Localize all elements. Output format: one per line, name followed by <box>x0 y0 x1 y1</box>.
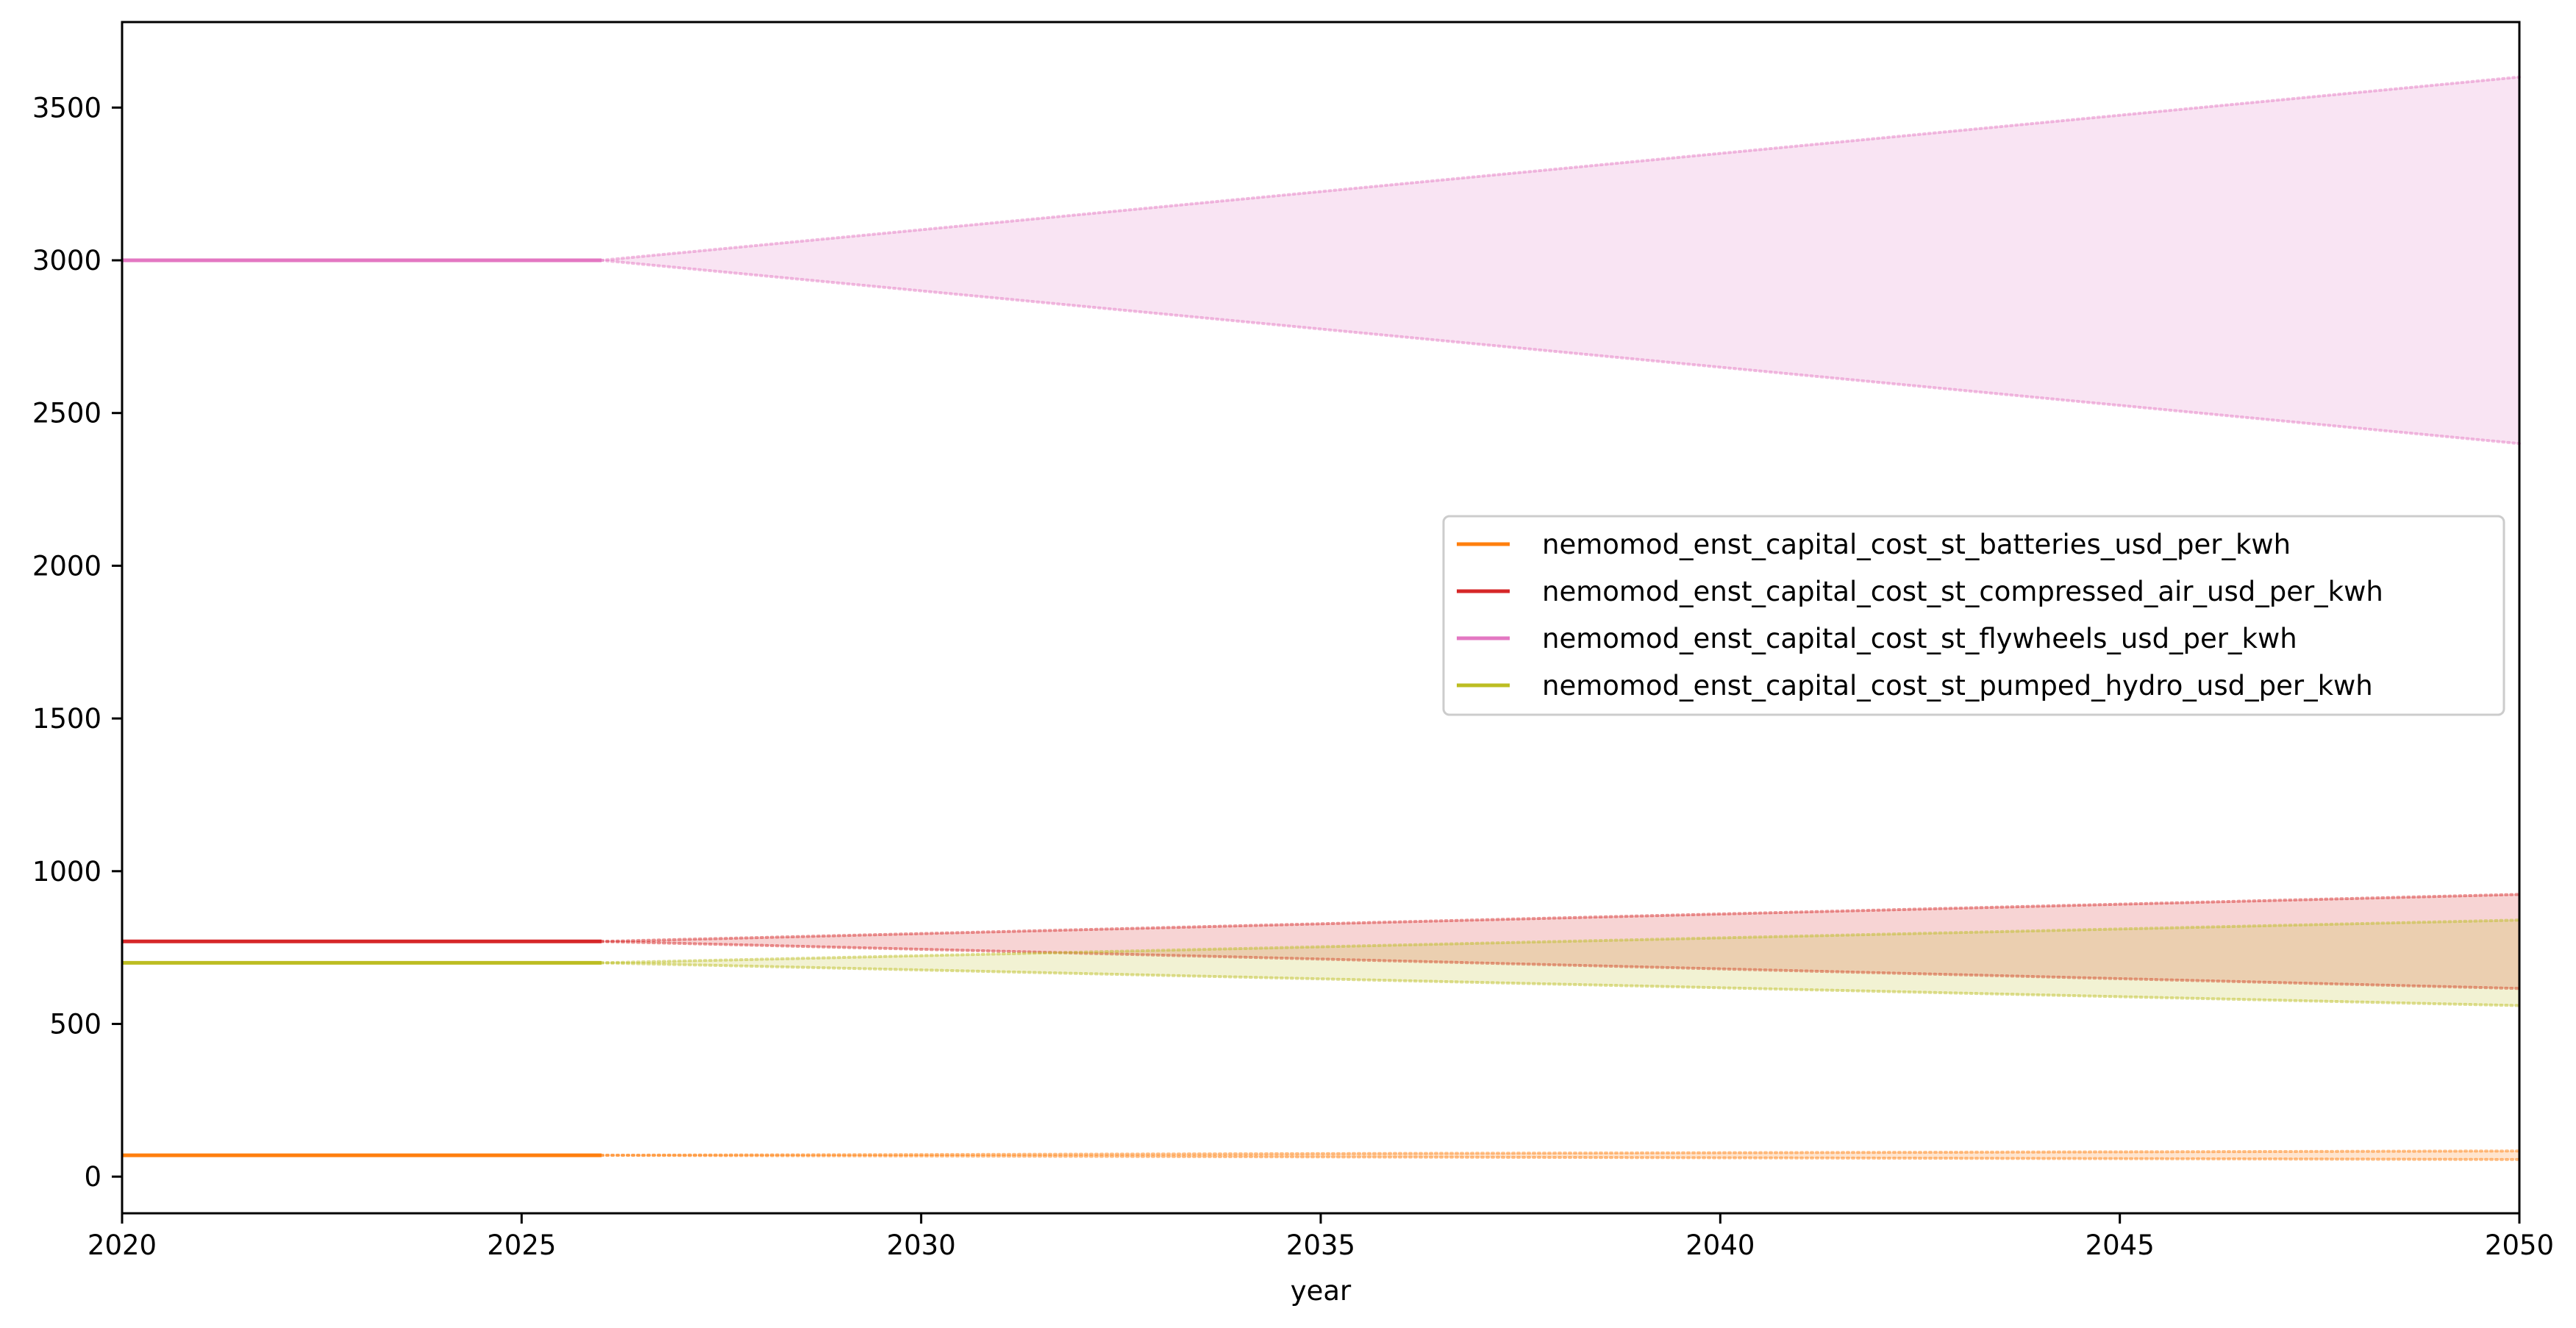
x-tick-label: 2040 <box>1685 1229 1755 1261</box>
x-tick-label: 2050 <box>2485 1229 2554 1261</box>
y-tick-label: 0 <box>84 1161 101 1193</box>
x-tick-label: 2035 <box>1286 1229 1355 1261</box>
x-axis-title: year <box>1291 1275 1352 1307</box>
x-axis-ticks: 2020 2025 2030 2035 2040 2045 2050 <box>88 1213 2554 1261</box>
band-upper-edge-compressed-air <box>600 893 2521 943</box>
y-tick-label: 3000 <box>32 245 101 276</box>
legend-label-batteries: nemomod_enst_capital_cost_st_batteries_u… <box>1542 529 2291 560</box>
legend-label-flywheels: nemomod_enst_capital_cost_st_flywheels_u… <box>1542 623 2297 654</box>
band-upper-edge-flywheels <box>600 75 2521 262</box>
band-lower-edge-flywheels <box>600 259 2521 446</box>
y-tick-label: 1000 <box>32 856 101 888</box>
y-tick-label: 3500 <box>32 92 101 124</box>
legend-box <box>1442 515 2505 716</box>
band-lower-edge-pumped-hydro <box>600 961 2521 1007</box>
y-tick-label: 1500 <box>32 703 101 735</box>
legend-label-pumped-hydro: nemomod_enst_capital_cost_st_pumped_hydr… <box>1542 670 2373 702</box>
x-tick-label: 2025 <box>487 1229 556 1261</box>
y-tick-label: 2000 <box>32 550 101 582</box>
series-lines <box>122 258 602 1157</box>
y-tick-label: 500 <box>49 1008 101 1040</box>
x-tick-label: 2020 <box>88 1229 157 1261</box>
band-upper-edge-pumped-hydro <box>600 918 2521 965</box>
x-tick-label: 2030 <box>887 1229 956 1261</box>
band-pumped-hydro <box>602 920 2519 1006</box>
legend-label-compressed-air: nemomod_enst_capital_cost_st_compressed_… <box>1542 576 2383 607</box>
x-tick-label: 2045 <box>2086 1229 2155 1261</box>
confidence-bands <box>600 75 2521 1161</box>
legend: nemomod_enst_capital_cost_st_batteries_u… <box>1442 515 2505 716</box>
band-flywheels <box>602 76 2519 444</box>
y-tick-label: 2500 <box>32 398 101 429</box>
y-axis-ticks: 0 500 1000 1500 2000 2500 3000 3500 <box>32 92 122 1193</box>
band-lower-edge-batteries <box>600 1154 2521 1161</box>
band-lower-edge-compressed-air <box>600 940 2521 990</box>
